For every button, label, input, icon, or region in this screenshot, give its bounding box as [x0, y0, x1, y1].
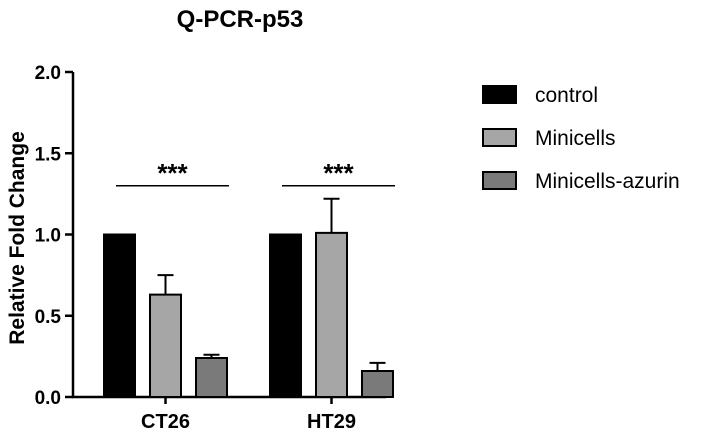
y-tick-label: 0.0 [35, 388, 61, 409]
y-axis-label: Relative Fold Change [6, 131, 29, 345]
legend-swatch-minicells-azurin [482, 171, 517, 190]
x-tick-label: HT29 [307, 411, 356, 433]
legend-label-minicells: Minicells [535, 127, 616, 150]
significance-label: *** [323, 158, 354, 188]
bar-minicells-azurin-ct26 [195, 357, 228, 398]
bar-minicells-ct26 [149, 293, 182, 398]
legend-swatch-minicells [482, 128, 517, 147]
x-tick-label: CT26 [141, 411, 190, 433]
bar-control-ht29 [269, 233, 302, 398]
y-tick-label: 2.0 [35, 63, 61, 84]
bar-control-ct26 [103, 233, 136, 398]
y-tick-label: 1.0 [35, 226, 61, 247]
legend-swatch-control [482, 85, 517, 104]
chart-title: Q-PCR-p53 [177, 6, 304, 33]
legend-label-control: control [535, 84, 598, 107]
bar-minicells-azurin-ht29 [361, 370, 394, 398]
y-tick-label: 1.5 [35, 144, 62, 165]
legend-label-minicells-azurin: Minicells-azurin [535, 170, 680, 193]
y-tick-label: 0.5 [35, 307, 62, 328]
significance-label: *** [157, 158, 188, 188]
plot-area: 0.0 0.5 1.0 1.5 2.0 CT26 HT29 *** *** [35, 63, 395, 433]
legend: control Minicells Minicells-azurin [482, 84, 680, 193]
bar-minicells-ht29 [315, 231, 348, 398]
